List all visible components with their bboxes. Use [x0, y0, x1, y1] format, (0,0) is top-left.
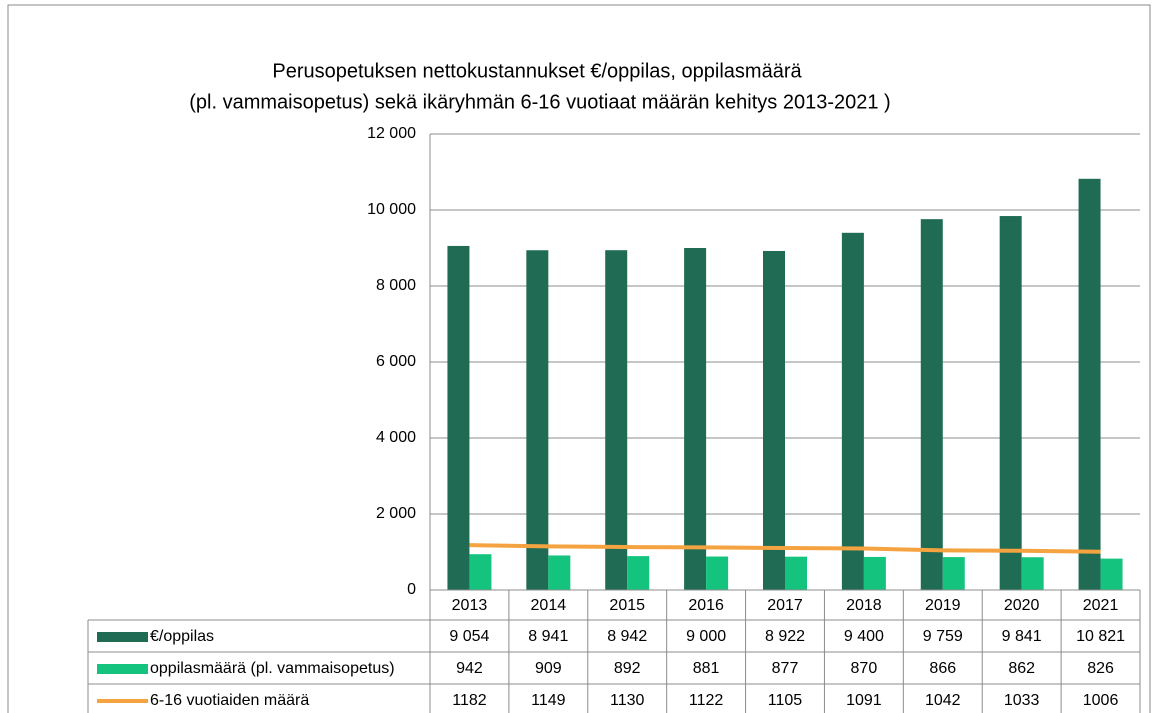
bar — [920, 219, 943, 590]
data-label: 1105 — [768, 692, 803, 709]
x-tick-label: 2021 — [1083, 597, 1119, 614]
data-label: 942 — [456, 660, 483, 677]
data-label: 1006 — [1083, 692, 1119, 709]
bar — [627, 556, 650, 590]
x-tick-label: 2016 — [688, 597, 724, 614]
data-label: 877 — [772, 660, 799, 677]
data-label: 862 — [1008, 660, 1035, 677]
x-tick-label: 2020 — [1004, 597, 1040, 614]
data-label: 1042 — [925, 692, 961, 709]
bar — [999, 216, 1022, 591]
line — [469, 543, 1101, 554]
data-label: 9 759 — [923, 628, 963, 645]
x-tick-label: 2018 — [846, 597, 882, 614]
legend-key — [97, 664, 148, 674]
data-label: 881 — [693, 660, 720, 677]
bar — [942, 557, 965, 590]
data-label: 1122 — [689, 692, 724, 709]
bar — [763, 250, 785, 591]
bar — [1021, 557, 1044, 590]
bar — [785, 556, 807, 590]
bar — [526, 250, 549, 590]
legend-label: €/oppilas — [150, 628, 214, 645]
y-tick-label: 2 000 — [376, 505, 416, 522]
bar — [684, 248, 707, 590]
data-label: 8 922 — [765, 628, 805, 645]
data-label: 1033 — [1004, 692, 1040, 709]
chart-title: Perusopetuksen nettokustannukset €/oppil… — [272, 60, 802, 82]
data-label: 866 — [929, 660, 956, 677]
data-label: 9 000 — [686, 628, 726, 645]
bar — [706, 556, 729, 590]
bar — [841, 232, 864, 591]
data-label: 826 — [1087, 660, 1114, 677]
data-label: 1130 — [610, 692, 645, 709]
bar — [447, 245, 470, 590]
legend-label: 6-16 vuotiaiden määrä — [150, 692, 309, 709]
y-tick-label: 12 000 — [367, 125, 416, 142]
data-label: 1182 — [452, 692, 487, 709]
data-label: 8 941 — [528, 628, 568, 645]
data-label: 9 400 — [844, 628, 884, 645]
x-tick-label: 2017 — [767, 597, 803, 614]
bar — [1078, 178, 1101, 590]
legend-label: oppilasmäärä (pl. vammaisopetus) — [150, 660, 395, 677]
chart-frame — [7, 4, 1151, 713]
data-label: 1149 — [531, 692, 566, 709]
y-tick-label: 10 000 — [367, 201, 416, 218]
x-tick-label: 2019 — [925, 597, 961, 614]
bar — [548, 555, 571, 590]
data-label: 8 942 — [607, 628, 647, 645]
bar — [1100, 558, 1123, 590]
data-label: 9 841 — [1002, 628, 1042, 645]
bar — [863, 556, 886, 590]
x-tick-label: 2014 — [531, 597, 567, 614]
x-tick-label: 2015 — [609, 597, 645, 614]
y-tick-label: 6 000 — [376, 353, 416, 370]
y-tick-label: 0 — [407, 581, 416, 598]
chart-title: (pl. vammaisopetus) sekä ikäryhmän 6-16 … — [189, 91, 890, 113]
bar — [605, 250, 628, 591]
y-tick-label: 4 000 — [376, 429, 416, 446]
bar — [469, 554, 492, 590]
data-label: 10 821 — [1076, 628, 1125, 645]
legend-key — [97, 632, 148, 642]
data-label: 1091 — [846, 692, 882, 709]
data-label: 9 054 — [449, 628, 489, 645]
y-tick-label: 8 000 — [376, 277, 416, 294]
data-label: 870 — [851, 660, 878, 677]
data-label: 892 — [614, 660, 641, 677]
data-label: 909 — [535, 660, 562, 677]
x-tick-label: 2013 — [452, 597, 488, 614]
